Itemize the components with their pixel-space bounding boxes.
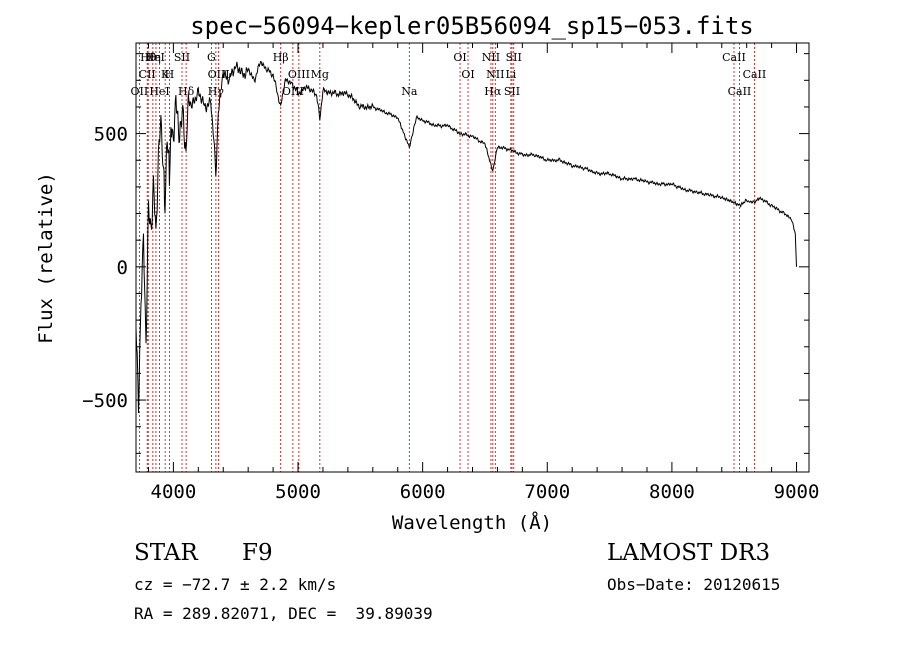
line-label: OII	[131, 85, 149, 98]
emission-line-labels: HθCIIOIIHηKHeIFeIHHδSIIOIIIHγGOIIIOIIIHβ…	[131, 51, 767, 98]
x-tick-label: 9000	[774, 481, 820, 503]
line-label: Mg	[311, 68, 329, 81]
redshift-velocity: cz = −72.7 ± 2.2 km/s	[134, 575, 337, 594]
line-label: CaII	[728, 85, 752, 98]
line-label: Hη	[145, 51, 161, 64]
x-tick-label: 6000	[400, 481, 446, 503]
line-label: OI	[461, 68, 474, 81]
x-tick-label: 7000	[524, 481, 570, 503]
line-label: SII	[506, 51, 522, 64]
line-label: OIII	[208, 68, 230, 81]
line-label: SII	[174, 51, 190, 64]
line-label: NII	[482, 51, 500, 64]
line-label: NII	[486, 68, 504, 81]
y-axis-label: Flux (relative)	[35, 172, 57, 344]
line-label: G	[207, 51, 216, 64]
line-label: CaII	[743, 68, 767, 81]
line-label: OI	[453, 51, 466, 64]
x-tick-label: 4000	[151, 481, 197, 503]
axis-ticks	[136, 43, 809, 472]
y-tick-label: −500	[82, 390, 128, 412]
observation-date: Obs−Date: 20120615	[607, 575, 781, 594]
emission-line-markers	[138, 43, 755, 472]
line-label: FeI	[147, 51, 165, 64]
x-tick-label: 8000	[649, 481, 695, 503]
line-label: K	[161, 68, 170, 81]
chart-title: spec−56094−kepler05B56094_sp15−053.fits	[190, 12, 754, 40]
line-label: HeI	[149, 85, 169, 98]
spectral-subclass: F9	[242, 540, 273, 566]
x-tick-label: 5000	[275, 481, 321, 503]
line-label: Hθ	[140, 51, 157, 64]
axis-tick-labels: 4000 5000 6000 7000 8000 9000 −500 0 500	[82, 124, 819, 503]
y-tick-label: 500	[94, 124, 128, 146]
line-label: Hδ	[178, 85, 195, 98]
line-label: Li	[505, 68, 516, 81]
line-label: OIII	[288, 68, 310, 81]
line-label: Hα	[484, 85, 502, 98]
plot-frame	[135, 42, 810, 473]
survey-name: LAMOST DR3	[607, 540, 771, 566]
line-label: CaII	[722, 51, 746, 64]
line-label: SII	[504, 85, 520, 98]
line-label: CII	[139, 68, 156, 81]
line-label: H	[165, 68, 175, 81]
x-axis-label: Wavelength (Å)	[392, 511, 552, 534]
object-class: STAR	[134, 540, 198, 566]
coordinates: RA = 289.82071, DEC = 39.89039	[134, 604, 433, 623]
line-label: Hβ	[273, 51, 289, 64]
y-tick-label: 0	[117, 257, 128, 279]
line-label: Na	[401, 85, 418, 98]
spectrum-line	[135, 60, 797, 414]
